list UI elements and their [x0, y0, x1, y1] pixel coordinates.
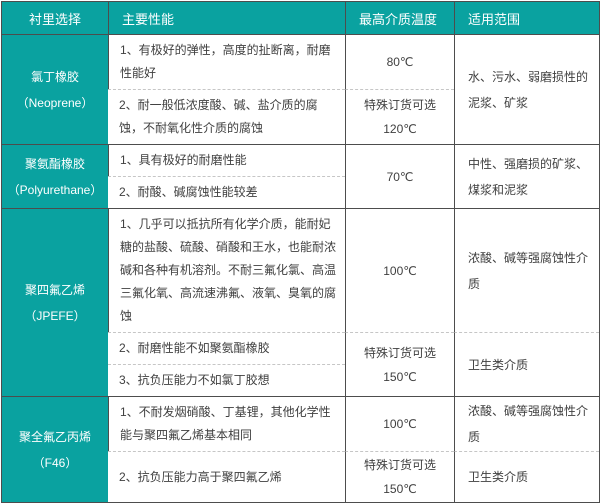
- material-name: 聚全氟乙丙烯: [18, 429, 91, 444]
- cell-material-name-ptfe: 聚四氟乙烯 （JPEFE）: [2, 208, 108, 396]
- cell-performance: 3、抗负压能力不如氯丁胶想: [108, 364, 345, 396]
- header-applicable-range: 适用范围: [454, 2, 599, 34]
- cell-material-name-f46: 聚全氟乙丙烯 （F46）: [2, 396, 108, 502]
- table-row: 氯丁橡胶 （Neoprene） 1、有极好的弹性，高度的扯断离，耐磨性能好 80…: [2, 34, 599, 144]
- cell-range: 浓酸、碱等强腐蚀性介质: [454, 396, 599, 451]
- table-row: 2、耐磨性能不如聚氨酯橡胶 特殊订货可选 150℃ 卫生类介质: [2, 332, 599, 396]
- cell-max-temp: 特殊订货可选 150℃: [345, 332, 454, 396]
- temp-value: 120℃: [383, 122, 417, 136]
- cell-max-temp: 70℃: [345, 144, 454, 208]
- cell-performance: 1、不耐发烟硝酸、丁基锂，其他化学性能与聚四氟乙烯基本相同: [108, 396, 345, 451]
- material-name: 聚氨酯橡胶: [24, 156, 85, 171]
- temp-note: 特殊订货可选: [363, 345, 436, 360]
- cell-performance: 1、具有极好的耐磨性能: [108, 144, 345, 176]
- cell-max-temp: 100℃: [345, 396, 454, 451]
- header-lining-selection: 衬里选择: [2, 2, 108, 34]
- table-row: 聚氨酯橡胶 （Polyurethane） 1、具有极好的耐磨性能 70℃ 中性、…: [2, 144, 599, 208]
- cell-max-temp: 特殊订货可选 120℃: [345, 89, 454, 144]
- cell-performance: 1、有极好的弹性，高度的扯断离，耐磨性能好: [108, 34, 345, 89]
- cell-performance: 2、抗负压能力高于聚四氟乙烯: [108, 451, 345, 502]
- table-row: 聚四氟乙烯 （JPEFE） 1、几乎可以抵抗所有化学介质，能耐妃糖的盐酸、硫酸、…: [2, 208, 599, 396]
- header-max-medium-temperature: 最高介质温度: [345, 2, 454, 34]
- cell-performance: 1、几乎可以抵抗所有化学介质，能耐妃糖的盐酸、硫酸、硝酸和王水，也能耐浓碱和各种…: [108, 208, 345, 332]
- table-row: 聚全氟乙丙烯 （F46） 1、不耐发烟硝酸、丁基锂，其他化学性能与聚四氟乙烯基本…: [2, 396, 599, 502]
- temp-note: 特殊订货可选: [363, 98, 436, 112]
- cell-performance: 2、耐磨性能不如聚氨酯橡胶: [108, 332, 345, 364]
- table-row: 2、耐酸、碱腐蚀性能较差: [2, 176, 599, 208]
- cell-range: 中性、强磨损的矿浆、煤浆和泥浆: [454, 144, 599, 208]
- cell-max-temp: 100℃: [345, 208, 454, 332]
- cell-range: 浓酸、碱等强腐蚀性介质: [454, 208, 599, 332]
- temp-value: 150℃: [383, 482, 417, 496]
- cell-range: 卫生类介质: [454, 451, 599, 502]
- material-alias: （F46）: [32, 455, 78, 470]
- material-alias: （Polyurethane）: [7, 182, 103, 197]
- header-main-performance: 主要性能: [108, 2, 345, 34]
- cell-performance: 2、耐一般低浓度酸、碱、盐介质的腐蚀，不耐氧化性介质的腐蚀: [108, 89, 345, 144]
- cell-performance: 2、耐酸、碱腐蚀性能较差: [108, 176, 345, 208]
- table-row: 3、抗负压能力不如氯丁胶想: [2, 364, 599, 396]
- cell-max-temp: 80℃: [345, 34, 454, 89]
- cell-range: 卫生类介质: [454, 332, 599, 396]
- cell-max-temp: 特殊订货可选 150℃: [345, 451, 454, 502]
- material-alias: （JPEFE）: [24, 308, 86, 323]
- temp-note: 特殊订货可选: [363, 458, 436, 472]
- temp-value: 150℃: [383, 369, 417, 384]
- material-alias: （Neoprene）: [16, 95, 94, 110]
- material-name: 聚四氟乙烯: [24, 282, 85, 297]
- table-row: 2、耐一般低浓度酸、碱、盐介质的腐蚀，不耐氧化性介质的腐蚀 特殊订货可选 120…: [2, 89, 599, 144]
- table-header-row: 衬里选择 主要性能 最高介质温度 适用范围: [2, 2, 599, 34]
- cell-range: 水、污水、弱磨损性的泥浆、矿浆: [454, 34, 599, 144]
- cell-material-name-neoprene: 氯丁橡胶 （Neoprene）: [2, 34, 108, 144]
- cell-material-name-polyurethane: 聚氨酯橡胶 （Polyurethane）: [2, 144, 108, 208]
- material-name: 氯丁橡胶: [30, 69, 79, 84]
